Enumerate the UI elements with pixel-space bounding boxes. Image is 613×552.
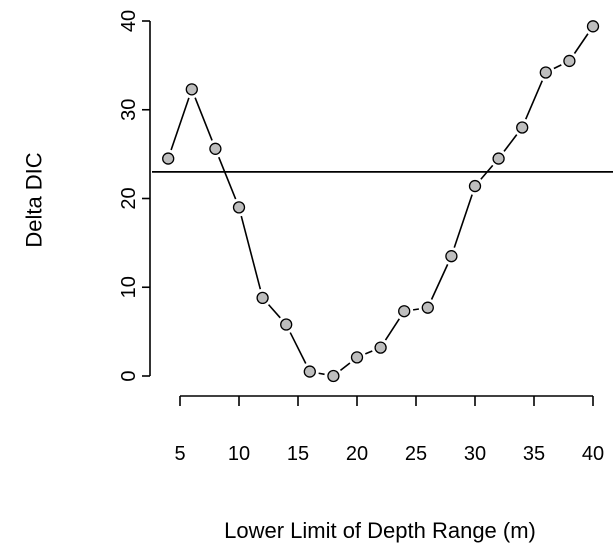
data-points bbox=[162, 20, 600, 383]
x-tick-label: 15 bbox=[287, 443, 309, 465]
y-tick-label: 30 bbox=[118, 99, 140, 121]
y-tick-label: 0 bbox=[118, 370, 140, 381]
connector-segment bbox=[503, 134, 518, 152]
y-tick-label: 40 bbox=[118, 10, 140, 32]
x-tick-label: 10 bbox=[228, 443, 250, 465]
connector-segment bbox=[194, 97, 213, 141]
x-tick-label: 30 bbox=[464, 443, 486, 465]
data-point bbox=[350, 351, 364, 364]
data-point bbox=[468, 179, 482, 193]
connector-segment bbox=[430, 264, 449, 300]
connector-segment bbox=[525, 80, 543, 120]
data-point bbox=[256, 291, 269, 305]
connector-segment bbox=[412, 308, 420, 311]
connector-segment bbox=[218, 156, 237, 200]
y-tick-label: 20 bbox=[118, 187, 140, 209]
data-point bbox=[563, 54, 576, 68]
data-point bbox=[209, 142, 222, 155]
data-point bbox=[539, 66, 552, 79]
data-point bbox=[492, 152, 505, 165]
connector-segment bbox=[573, 33, 589, 54]
data-point bbox=[185, 83, 198, 96]
connector-segment bbox=[480, 164, 494, 180]
data-point bbox=[374, 341, 387, 354]
connector-segment bbox=[289, 332, 307, 364]
y-axis-title: Delta DIC bbox=[22, 152, 47, 247]
data-point bbox=[586, 20, 600, 33]
connector-segment bbox=[318, 372, 325, 376]
connector-segment bbox=[553, 64, 562, 70]
y-ticks: 0 10 20 30 40 bbox=[118, 10, 150, 382]
connector-segment bbox=[365, 350, 373, 355]
connector-segment bbox=[453, 194, 473, 248]
connector-segment bbox=[339, 362, 351, 372]
data-point bbox=[445, 250, 458, 263]
x-tick-label: 40 bbox=[582, 443, 604, 465]
connector-segment bbox=[170, 97, 190, 151]
data-point bbox=[516, 121, 529, 134]
y-tick-label: 10 bbox=[118, 276, 140, 298]
x-tick-label: 5 bbox=[174, 443, 185, 465]
x-tick-label: 20 bbox=[346, 443, 368, 465]
data-point bbox=[303, 365, 316, 378]
connector-segment bbox=[267, 304, 281, 319]
data-point bbox=[280, 318, 293, 331]
x-axis-title: Lower Limit of Depth Range (m) bbox=[224, 518, 536, 543]
x-ticks: 5 10 15 20 25 30 35 40 bbox=[174, 396, 604, 465]
x-tick-label: 35 bbox=[523, 443, 545, 465]
x-tick-label: 25 bbox=[405, 443, 427, 465]
data-point bbox=[398, 305, 411, 318]
data-point bbox=[162, 152, 175, 165]
data-point bbox=[327, 369, 340, 383]
connector-segment bbox=[240, 215, 262, 290]
data-point bbox=[421, 301, 434, 314]
axes bbox=[149, 21, 593, 397]
data-point bbox=[232, 201, 246, 214]
connector-segment bbox=[384, 318, 400, 341]
connector-segments bbox=[170, 33, 589, 376]
